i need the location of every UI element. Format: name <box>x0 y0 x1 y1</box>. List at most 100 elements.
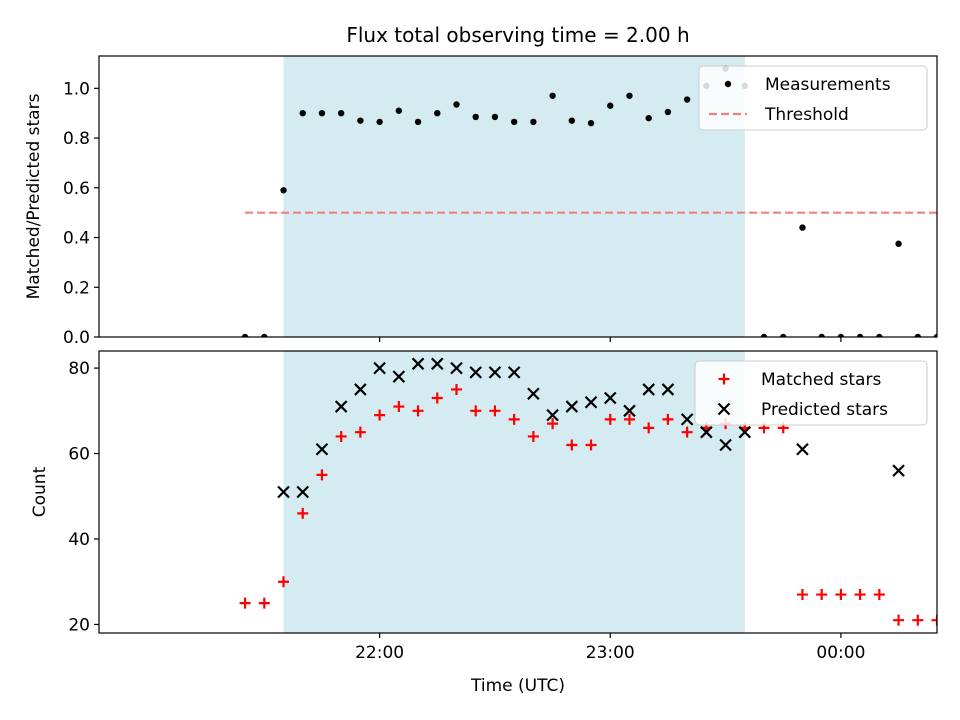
predicted-star-point <box>719 438 732 452</box>
measurement-point <box>760 333 768 337</box>
y-axis-label: Matched/Predicted stars <box>24 93 44 299</box>
panel-frame <box>98 350 938 634</box>
legend-box <box>698 65 928 131</box>
matched-star-point <box>662 413 674 425</box>
y-tick-label: 80 <box>68 359 90 379</box>
matched-star-point <box>258 597 270 609</box>
matched-star-point <box>816 589 828 601</box>
matched-star-point <box>604 413 616 425</box>
matched-star-point <box>566 439 578 451</box>
predicted-star-point <box>296 485 310 499</box>
y-tick-label: 60 <box>68 445 90 465</box>
x-axis-label: Time (UTC) <box>470 676 565 696</box>
legend-box <box>694 360 928 426</box>
y-tick-label: 0.4 <box>63 229 90 249</box>
measurement-point <box>818 333 825 337</box>
measurement-point <box>395 107 403 114</box>
predicted-star-point <box>277 485 290 499</box>
measurement-point <box>434 109 441 117</box>
measurement-point <box>299 109 306 117</box>
matched-star-point <box>470 405 482 417</box>
predicted-star-point <box>488 366 502 379</box>
measurement-point <box>933 333 937 337</box>
predicted-star-point <box>738 425 752 439</box>
x-tick-label: 00:00 <box>816 643 865 663</box>
matched-star-point <box>873 589 885 601</box>
legend-dot-marker <box>724 80 732 88</box>
predicted-star-point <box>392 370 406 383</box>
x-tick-label: 23:00 <box>586 643 635 663</box>
measurement-point <box>472 113 479 121</box>
matched-star-point <box>796 589 808 601</box>
matched-star-point <box>623 413 635 425</box>
predicted-star-point <box>334 400 348 413</box>
y-tick-label: 1.0 <box>63 79 90 99</box>
measurement-point <box>530 118 537 126</box>
count-panel: 2040608022:0023:0000:0001:0002:00CountMa… <box>30 350 938 663</box>
measurement-point <box>568 117 576 124</box>
predicted-star-point <box>354 383 367 396</box>
ratio-panel: 0.0 0.2 0.4 0.6 0.8 1.0 Matched/Predicted star… <box>24 55 938 348</box>
measurement-point <box>357 117 364 124</box>
measurement-point <box>664 108 672 116</box>
matched-star-point <box>585 439 597 451</box>
plot-area <box>239 357 937 626</box>
predicted-star-point <box>527 387 540 401</box>
measurement-point <box>241 333 249 337</box>
y-tick-label: 0.6 <box>63 179 90 199</box>
observing-window-span <box>283 56 745 337</box>
matched-star-point <box>854 589 866 601</box>
legend-x-marker <box>717 402 731 416</box>
predicted-star-point <box>603 391 617 405</box>
matched-star-point <box>450 383 462 395</box>
predicted-star-point <box>373 361 386 375</box>
y-tick-label: 0.8 <box>63 129 90 149</box>
measurement-point <box>876 333 883 337</box>
matched-star-point <box>335 430 347 442</box>
matched-star-point <box>527 430 539 442</box>
matched-star-point <box>508 413 520 425</box>
x-tick-label: 22:00 <box>355 643 404 663</box>
predicted-star-point <box>642 383 655 396</box>
matched-star-point <box>893 614 905 626</box>
matched-star-point <box>412 405 424 417</box>
legend-label: Predicted stars <box>761 400 888 420</box>
measurement-point <box>491 113 499 121</box>
predicted-star-point <box>700 425 713 439</box>
measurement-point <box>261 333 268 337</box>
measurement-point <box>549 92 556 99</box>
matched-star-point <box>681 426 693 438</box>
predicted-star-point <box>507 366 521 379</box>
predicted-star-point <box>546 408 559 422</box>
predicted-star-point <box>584 395 598 409</box>
measurement-point <box>645 114 652 122</box>
measurement-point <box>376 118 383 126</box>
legend-label: Matched stars <box>761 370 881 390</box>
measurement-point <box>587 119 595 127</box>
y-tick-label: 0.0 <box>63 328 90 348</box>
measurement-point <box>337 109 345 117</box>
matched-star-point <box>297 507 309 519</box>
y-axis-label: Count <box>30 466 50 517</box>
matched-star-point <box>489 405 501 417</box>
measurement-point <box>318 109 326 117</box>
predicted-star-point <box>450 361 463 375</box>
measurement-point <box>280 187 287 194</box>
matched-star-point <box>354 426 366 438</box>
predicted-star-point <box>680 413 694 426</box>
predicted-star-point <box>315 442 329 456</box>
predicted-star-point <box>469 366 482 379</box>
predicted-star-point <box>565 400 579 413</box>
measurement-point <box>510 118 518 126</box>
predicted-star-point <box>661 383 675 396</box>
measurement-point <box>837 333 845 337</box>
matched-star-point <box>835 589 847 601</box>
legend-label: Threshold <box>764 105 849 125</box>
predicted-star-point <box>796 442 809 456</box>
matched-star-point <box>393 401 405 413</box>
y-tick-label: 20 <box>68 615 90 635</box>
matched-star-point <box>912 614 924 626</box>
observing-window-span <box>283 351 745 633</box>
matched-star-point <box>374 409 386 421</box>
